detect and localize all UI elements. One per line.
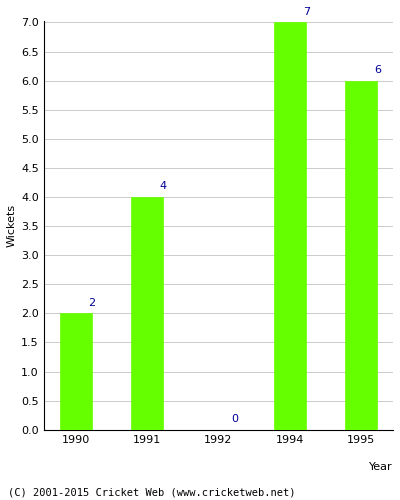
Text: 7: 7 bbox=[302, 6, 310, 16]
Text: 6: 6 bbox=[374, 65, 381, 75]
Text: (C) 2001-2015 Cricket Web (www.cricketweb.net): (C) 2001-2015 Cricket Web (www.cricketwe… bbox=[8, 488, 296, 498]
Bar bbox=[345, 80, 377, 430]
Bar bbox=[274, 22, 306, 430]
Text: Year: Year bbox=[370, 462, 393, 472]
Text: 2: 2 bbox=[88, 298, 96, 308]
Bar bbox=[60, 314, 92, 430]
Bar bbox=[131, 197, 163, 430]
Text: 4: 4 bbox=[160, 181, 167, 191]
Y-axis label: Wickets: Wickets bbox=[7, 204, 17, 247]
Text: 0: 0 bbox=[231, 414, 238, 424]
